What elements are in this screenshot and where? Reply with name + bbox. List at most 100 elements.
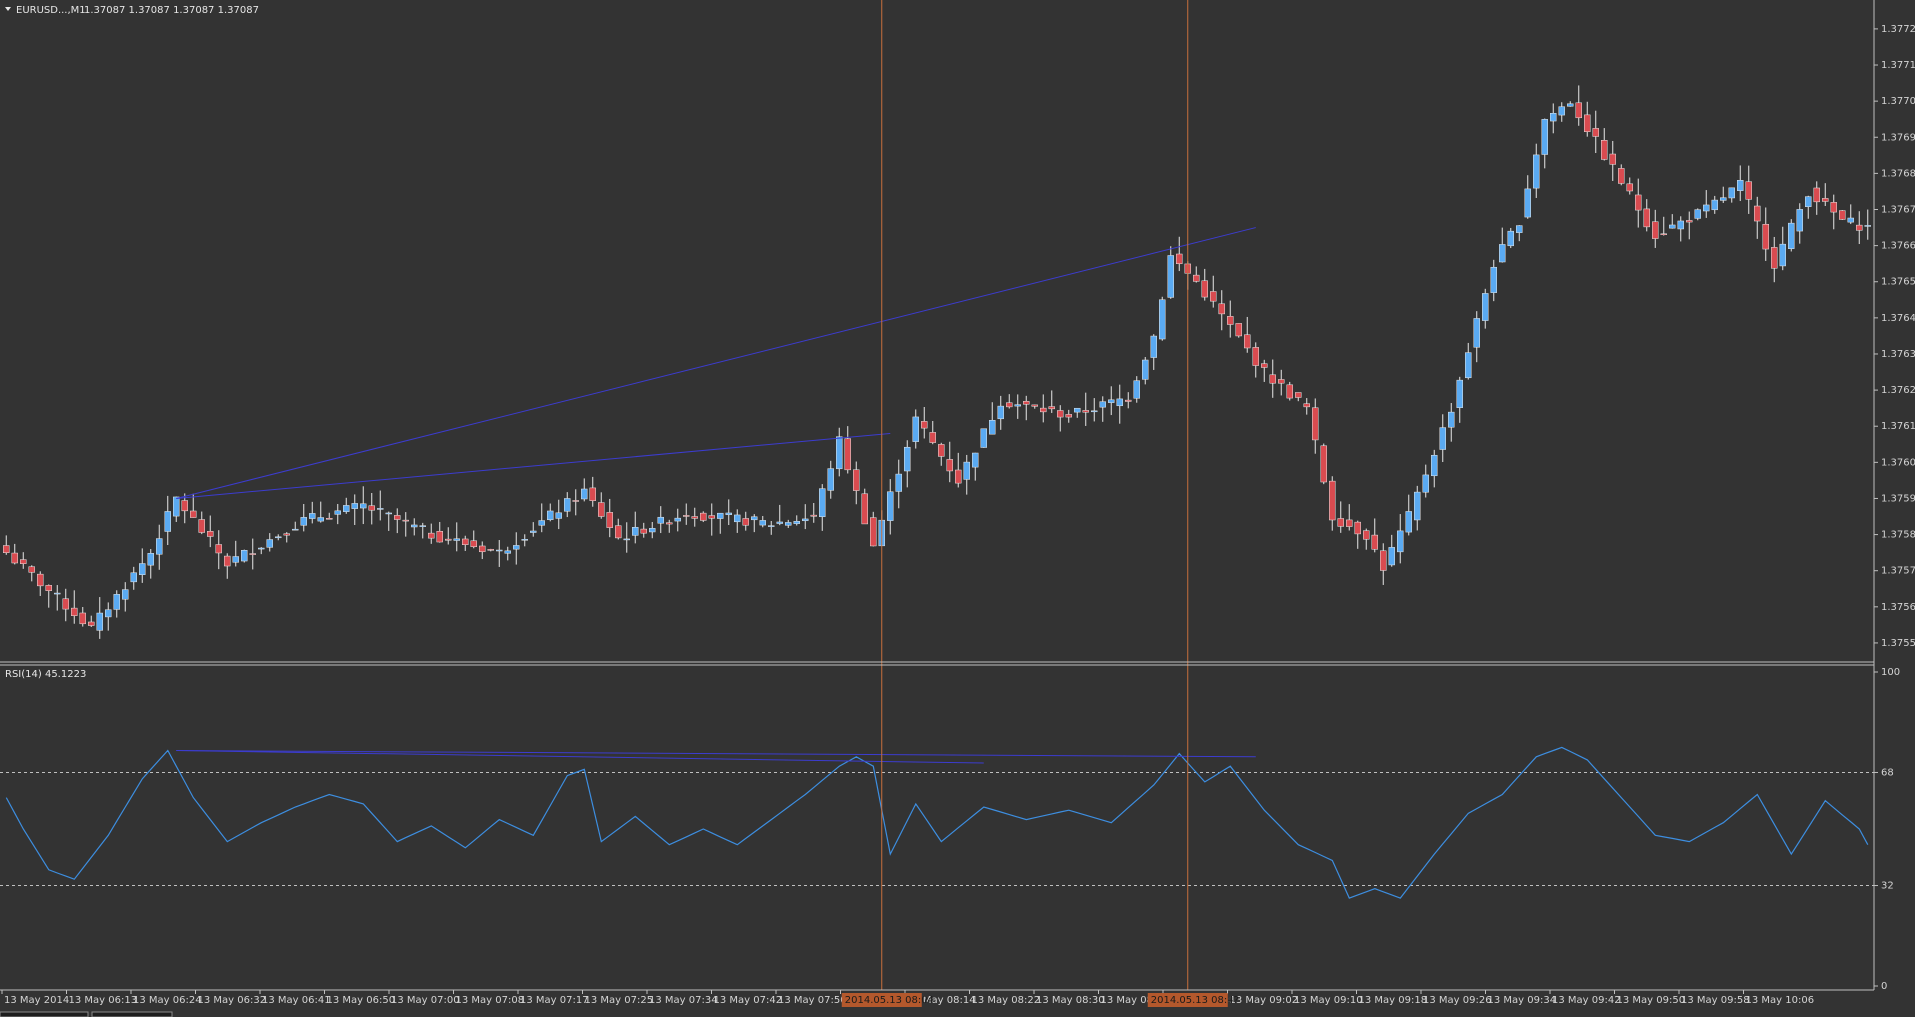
candle-body — [385, 512, 392, 515]
price-trendline-1[interactable] — [176, 227, 1256, 499]
candle-body — [555, 512, 562, 519]
candle-body — [266, 539, 273, 548]
candle-body — [887, 491, 894, 521]
time-tick-label: 13 May 06:13 — [69, 995, 138, 1006]
candle-body — [895, 473, 902, 492]
candle-body — [173, 496, 180, 517]
price-trendline-2[interactable] — [176, 432, 891, 499]
candle-body — [1490, 266, 1497, 293]
candle-body — [674, 517, 681, 522]
time-tick-label: 13 May 06:41 — [262, 995, 331, 1006]
candle-body — [606, 512, 613, 528]
candle-body — [351, 503, 358, 509]
candle-body — [1193, 274, 1200, 282]
candle-body — [1040, 407, 1047, 413]
rsi-trendline-1[interactable] — [176, 750, 1256, 758]
candle-body — [1711, 199, 1718, 211]
candle-body — [292, 528, 299, 531]
time-highlight-label: 2014.05.13 08:04 — [845, 995, 934, 1006]
price-pane[interactable] — [3, 85, 1871, 639]
rsi-label: RSI(14) 45.1223 — [5, 669, 86, 680]
candle-body — [1754, 205, 1761, 222]
vertical-time-lines[interactable] — [881, 0, 1189, 990]
candle-body — [1796, 209, 1803, 232]
price-tick-label: 1.37555 — [1881, 638, 1915, 649]
candle-body — [258, 547, 265, 550]
candle-body — [1048, 406, 1055, 410]
time-tick-label: 13 May 10:06 — [1746, 995, 1815, 1006]
candle-body — [164, 511, 171, 532]
candle-body — [232, 556, 239, 563]
time-tick-label: 13 May 09:26 — [1423, 995, 1492, 1006]
candle-body — [1839, 210, 1846, 220]
candle-body — [1312, 407, 1319, 441]
candle-body — [1499, 244, 1506, 263]
candle-body — [37, 573, 44, 587]
candle-body — [1805, 196, 1812, 207]
candle-body — [1142, 359, 1149, 380]
candle-body — [521, 539, 528, 541]
candle-body — [530, 530, 537, 533]
candle-body — [1023, 401, 1030, 405]
candle-body — [334, 510, 341, 515]
candle-body — [1456, 379, 1463, 408]
candle-body — [45, 585, 52, 591]
time-highlight-bg — [1147, 993, 1228, 1007]
candle-body — [1558, 106, 1565, 116]
candle-body — [1269, 374, 1276, 384]
rsi-trendlines[interactable] — [176, 750, 1256, 764]
candle-body — [1218, 303, 1225, 315]
time-tick-label: 13 May 2014 — [4, 995, 69, 1006]
candle-body — [190, 510, 197, 518]
candle-body — [1099, 401, 1106, 408]
candle-body — [436, 531, 443, 543]
candle-body — [215, 544, 222, 554]
candle-body — [1609, 153, 1616, 165]
candle-body — [513, 545, 520, 550]
candle-body — [1252, 347, 1259, 366]
candle-body — [1779, 243, 1786, 267]
candle-body — [3, 545, 10, 553]
candle-body — [1261, 363, 1268, 368]
candle-body — [632, 527, 639, 536]
time-tick-label: 13 May 08:22 — [972, 995, 1041, 1006]
candle-body — [649, 528, 656, 533]
time-tick-label: 13 May 06:32 — [198, 995, 267, 1006]
candle-body — [1473, 318, 1480, 348]
candle-body — [742, 518, 749, 526]
candle-body — [224, 555, 231, 567]
collapse-triangle-icon[interactable] — [5, 7, 11, 11]
candle-body — [1235, 323, 1242, 337]
price-axis[interactable]: 1.37725 1.37715 1.37705 1.37695 1.37685 1.376… — [1874, 24, 1915, 649]
candle-body — [317, 517, 324, 522]
price-trendlines[interactable] — [176, 227, 1256, 499]
chart-tab-2[interactable] — [91, 1011, 173, 1017]
time-tick-label: 13 May 09:02 — [1230, 995, 1299, 1006]
rsi-trendline-2[interactable] — [176, 750, 984, 764]
candle-body — [1856, 224, 1863, 231]
time-highlight-bg — [841, 993, 922, 1007]
price-tick-label: 1.37605 — [1881, 457, 1915, 468]
candle-body — [776, 521, 783, 524]
rsi-pane[interactable] — [0, 746, 1874, 899]
candle-body — [1354, 521, 1361, 535]
candle-body — [581, 488, 588, 500]
candle-body — [1414, 491, 1421, 521]
candle-body — [1303, 403, 1310, 408]
candle-body — [156, 538, 163, 555]
candle-body — [1125, 399, 1132, 402]
rsi-level-lines — [0, 771, 1874, 887]
time-tick-label: 13 May 07:08 — [456, 995, 525, 1006]
candle-body — [827, 468, 834, 491]
chart-tab[interactable] — [0, 1011, 89, 1017]
candle-body — [11, 552, 18, 564]
time-tick-label: 13 May 09:58 — [1681, 995, 1750, 1006]
candle-body — [640, 528, 647, 534]
candle-body — [1720, 197, 1727, 201]
candle-body — [1482, 293, 1489, 321]
candle-body — [1686, 220, 1693, 223]
candle-body — [1006, 402, 1013, 408]
rsi-tick-label: 100 — [1881, 667, 1900, 678]
